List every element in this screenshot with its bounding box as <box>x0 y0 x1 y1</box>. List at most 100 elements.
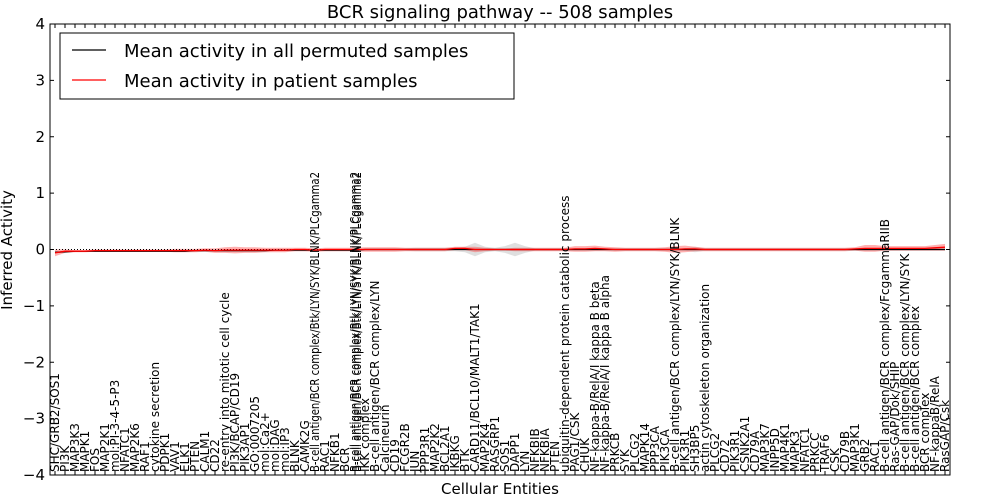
x-tick-label: SYK <box>618 448 632 472</box>
x-tick-label: B-cell antigen/BCR complex/LYN <box>368 280 382 472</box>
x-tick-label: CSNK2A1 <box>738 416 752 472</box>
x-tick-label: SOS1 <box>498 440 512 472</box>
x-tick-label: B-cell antigen/BCR complex/FcgammaRIIB <box>878 219 892 472</box>
x-tick-label: NFATC1 <box>798 427 812 472</box>
x-tick-label: cytokine secretion <box>148 362 162 472</box>
x-tick-label: actin cytoskeleton organization <box>698 284 712 472</box>
x-tick-label: BCR complex <box>918 393 932 472</box>
x-tick-label: PI3K <box>58 445 72 472</box>
x-tick-label: Ras-GAP/Dok/SHIP <box>888 362 902 472</box>
x-tick-label: B-cell antigen/BCR complex <box>908 306 922 472</box>
x-tick-label: VAV1 <box>168 441 182 472</box>
x-tick-label: MAP2K4 <box>478 423 492 472</box>
x-tick-label: MAP4K1 <box>778 423 792 472</box>
x-tick-label: NFATC1 <box>118 427 132 472</box>
x-tick-label: MAP2K2 <box>428 423 442 472</box>
x-tick-label: LYN <box>518 451 532 472</box>
x-tick-label: MAP2K1 <box>98 423 112 472</box>
x-tick-label: NFKB1 <box>328 432 342 472</box>
legend: Mean activity in all permuted samples Me… <box>59 32 515 100</box>
x-tick-label: B-cell antigen/BCR complex/Btk/LYN/SYK/B… <box>308 172 322 472</box>
x-tick-label: IKK complex <box>358 398 372 472</box>
x-tick-label: PI3K/BCAP/CD19 <box>228 373 242 472</box>
y-tick-label: 2 <box>35 128 45 146</box>
x-tick-label: PPP3CA <box>648 425 662 472</box>
x-tick-label: PPP3R1 <box>418 427 432 472</box>
x-tick-label: PTEN <box>548 441 562 472</box>
x-tick-label: DAPP1 <box>508 433 522 472</box>
x-tick-label: BTK <box>458 447 472 472</box>
x-tick-label: IKBKG <box>448 435 462 472</box>
y-tick-label: 4 <box>35 15 45 33</box>
x-tick-label: PIK3AP1 <box>238 423 252 472</box>
x-tick-label: NFKBIA <box>538 427 552 472</box>
x-tick-label: B-cell antigen/BCR complex/Btk/LYN/SYK/B… <box>350 172 364 472</box>
x-tick-label: RAC1 <box>318 440 332 472</box>
y-tick-label: 0 <box>35 241 45 259</box>
x-tick-label: MAP2K6 <box>128 423 142 472</box>
x-tick-label: RAF1 <box>138 441 152 472</box>
y-axis-label: Inferred Activity <box>0 190 16 310</box>
x-tick-label: PDPK1 <box>158 433 172 472</box>
x-tick-label: NF-kappa-B/RelA/I kappa B beta <box>588 281 602 472</box>
x-tick-label: PRKCB <box>608 433 622 472</box>
x-tick-label: RAC1 <box>868 440 882 472</box>
y-tick-label: −1 <box>23 297 45 315</box>
x-tick-label: mol:IP3 <box>278 427 292 472</box>
x-tick-label: PIK3R1 <box>728 430 742 472</box>
x-tick-label: MAP3K7 <box>758 423 772 472</box>
x-tick-label: CD19 <box>388 439 402 472</box>
x-tick-label: BLNK <box>288 439 302 472</box>
y-tick-label: −3 <box>23 410 45 428</box>
x-tick-label: PIK3R1 <box>678 430 692 472</box>
x-tick-label: CD79A <box>748 430 762 472</box>
x-tick-label: MAP3K3 <box>68 423 82 472</box>
x-tick-label: CD79B <box>838 431 852 472</box>
x-tick-labels: SHC/GRB2/SOS1PI3KMAP3K3MAPK1FOSMAP2K1mol… <box>48 172 952 473</box>
x-tick-label: BCR <box>338 447 352 472</box>
x-tick-label: PAG1/CSK <box>568 412 582 472</box>
x-tick-label: JUN <box>408 451 422 473</box>
x-tick-label: CAMK2G <box>298 420 312 472</box>
x-tick-label: PTEN <box>188 441 202 472</box>
x-tick-label: BCL2A1 <box>438 425 452 472</box>
x-tick-label: RASGRP1 <box>488 416 502 472</box>
axis-ticks <box>50 23 950 476</box>
x-tick-label: NF-kappaB/RelA <box>928 375 942 472</box>
x-tick-label: ELK1 <box>178 442 192 472</box>
x-tick-label: TRAF6 <box>818 434 832 473</box>
x-tick-label: MAPK3 <box>788 431 802 472</box>
y-tick-labels: −4 −3 −2 −1 0 1 2 3 4 <box>23 15 45 484</box>
x-tick-label: CSK <box>828 447 842 472</box>
x-tick-label: RasGAP/Csk <box>938 400 952 472</box>
x-tick-label: B-cell antigen/BCR complex/LYN/SYK <box>898 252 912 472</box>
x-tick-label: NFKBIB <box>528 428 542 472</box>
x-tick-label: PIK3CA <box>658 428 672 472</box>
x-tick-label: CHUK <box>578 437 592 472</box>
y-tick-label: 1 <box>35 184 45 202</box>
x-tick-label: NF-kappa-B/RelA/I kappa B alpha <box>598 275 612 472</box>
x-tick-label: B-cell antigen/BCR complex/LYN/SYK/BLNK <box>668 217 682 472</box>
x-tick-label: ubiquitin-dependent protein catabolic pr… <box>558 196 572 472</box>
x-tick-label: FCGR2B <box>398 423 412 472</box>
series-line-patient <box>54 246 946 254</box>
x-tick-label: MAPK14 <box>638 423 652 472</box>
x-tick-label: GRB2 <box>858 438 872 472</box>
legend-box <box>59 32 515 100</box>
x-tick-label: CD22 <box>208 439 222 472</box>
x-tick-label: SHC/GRB2/SOS1 <box>48 373 62 472</box>
x-tick-label: MAPK1 <box>78 431 92 472</box>
x-tick-label: GO:0007205 <box>248 396 262 472</box>
y-tick-label: 3 <box>35 71 45 89</box>
x-tick-label: mol:PI-3-4-5-P3 <box>108 380 122 472</box>
x-tick-label: mol:DAG <box>268 419 282 472</box>
x-tick-label: SH3BP5 <box>688 425 702 472</box>
x-tick-label: PLCG2 <box>708 433 722 472</box>
x-tick-label: mol:Ca2+ <box>258 412 272 472</box>
legend-label-patient: Mean activity in patient samples <box>124 71 418 92</box>
x-tick-label: Calcineurin <box>378 405 392 472</box>
x-tick-label: re-entry into mitotic cell cycle <box>218 292 232 472</box>
chart-title: BCR signaling pathway -- 508 samples <box>327 2 673 23</box>
series-lines <box>54 246 946 254</box>
